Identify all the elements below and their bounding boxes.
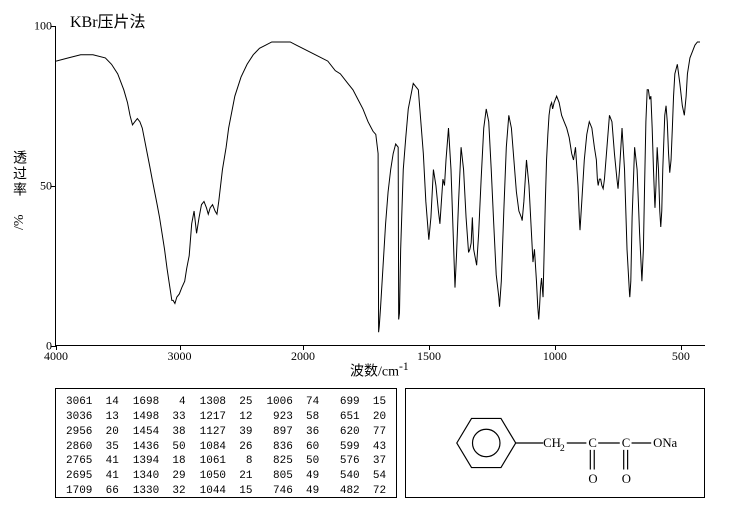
peak-table-row: 1330 32 bbox=[133, 484, 186, 499]
structure-ch2-label: CH bbox=[543, 436, 561, 450]
peak-table-row: 746 49 bbox=[266, 484, 319, 499]
peak-table-row: 699 15 bbox=[333, 395, 386, 410]
peak-table-row: 576 37 bbox=[333, 454, 386, 469]
peak-table-column: 1006 74 923 58 897 36 836 60 825 50 805 … bbox=[266, 395, 319, 491]
x-tick-label: 2000 bbox=[291, 349, 315, 364]
x-tick-label: 4000 bbox=[44, 349, 68, 364]
peak-table-row: 540 54 bbox=[333, 469, 386, 484]
peak-table-row: 1436 50 bbox=[133, 440, 186, 455]
peak-table-row: 2956 20 bbox=[66, 425, 119, 440]
peak-table-row: 2765 41 bbox=[66, 454, 119, 469]
peak-table-row: 620 77 bbox=[333, 425, 386, 440]
structure-ch2-sub: 2 bbox=[560, 443, 565, 454]
chart-plot-area: 050100 40003000200015001000500 bbox=[55, 26, 705, 346]
x-tick-label: 3000 bbox=[168, 349, 192, 364]
molecular-structure-box: CH 2 C O C O ONa bbox=[405, 388, 705, 498]
spectrum-line-svg bbox=[56, 26, 705, 345]
root-container: KBr压片法 透过率 /% 050100 4000300020001500100… bbox=[0, 0, 738, 510]
y-axis-unit: /% bbox=[12, 214, 28, 230]
peak-table-row: 1044 15 bbox=[200, 484, 253, 499]
structure-o2-label: O bbox=[622, 472, 631, 486]
peak-table-row: 1698 4 bbox=[133, 395, 186, 410]
peak-table-row: 1308 25 bbox=[200, 395, 253, 410]
peak-table-column: 1308 251217 121127 391084 261061 81050 2… bbox=[200, 395, 253, 491]
peak-table-row: 825 50 bbox=[266, 454, 319, 469]
peak-table-row: 1217 12 bbox=[200, 410, 253, 425]
peak-table-row: 923 58 bbox=[266, 410, 319, 425]
peak-table-row: 805 49 bbox=[266, 469, 319, 484]
peak-table-row: 1394 18 bbox=[133, 454, 186, 469]
x-tick-label: 500 bbox=[672, 349, 690, 364]
bottom-panel: 3061 143036 132956 202860 352765 412695 … bbox=[55, 388, 705, 498]
peak-table-row: 482 72 bbox=[333, 484, 386, 499]
peak-table-row: 836 60 bbox=[266, 440, 319, 455]
peak-table-column: 699 15 651 20 620 77 599 43 576 37 540 5… bbox=[333, 395, 386, 491]
peak-table-row: 1709 66 bbox=[66, 484, 119, 499]
x-axis-label-text: 波数/cm bbox=[350, 365, 399, 380]
peak-table-row: 1084 26 bbox=[200, 440, 253, 455]
structure-svg: CH 2 C O C O ONa bbox=[406, 389, 704, 497]
peak-table-row: 897 36 bbox=[266, 425, 319, 440]
peak-data-table: 3061 143036 132956 202860 352765 412695 … bbox=[55, 388, 397, 498]
peak-table-column: 1698 41498 331454 381436 501394 181340 2… bbox=[133, 395, 186, 491]
x-tick-label: 1500 bbox=[417, 349, 441, 364]
structure-c2-label: C bbox=[622, 436, 631, 450]
peak-table-row: 1498 33 bbox=[133, 410, 186, 425]
peak-table-row: 3061 14 bbox=[66, 395, 119, 410]
peak-table-row: 651 20 bbox=[333, 410, 386, 425]
peak-table-row: 599 43 bbox=[333, 440, 386, 455]
peak-table-row: 1454 38 bbox=[133, 425, 186, 440]
peak-table-row: 2695 41 bbox=[66, 469, 119, 484]
peak-table-row: 2860 35 bbox=[66, 440, 119, 455]
y-tick-label: 100 bbox=[22, 19, 52, 34]
peak-table-row: 1050 21 bbox=[200, 469, 253, 484]
peak-table-row: 1127 39 bbox=[200, 425, 253, 440]
x-axis-label-sup: -1 bbox=[399, 360, 409, 373]
x-axis-label: 波数/cm-1 bbox=[350, 360, 409, 381]
y-tick-label: 50 bbox=[22, 179, 52, 194]
structure-c1-label: C bbox=[588, 436, 597, 450]
peak-table-row: 1061 8 bbox=[200, 454, 253, 469]
peak-table-column: 3061 143036 132956 202860 352765 412695 … bbox=[66, 395, 119, 491]
peak-table-row: 1006 74 bbox=[266, 395, 319, 410]
peak-table-row: 3036 13 bbox=[66, 410, 119, 425]
peak-table-row: 1340 29 bbox=[133, 469, 186, 484]
structure-o1-label: O bbox=[588, 472, 597, 486]
x-tick-label: 1000 bbox=[543, 349, 567, 364]
structure-ona-label: ONa bbox=[653, 436, 677, 450]
